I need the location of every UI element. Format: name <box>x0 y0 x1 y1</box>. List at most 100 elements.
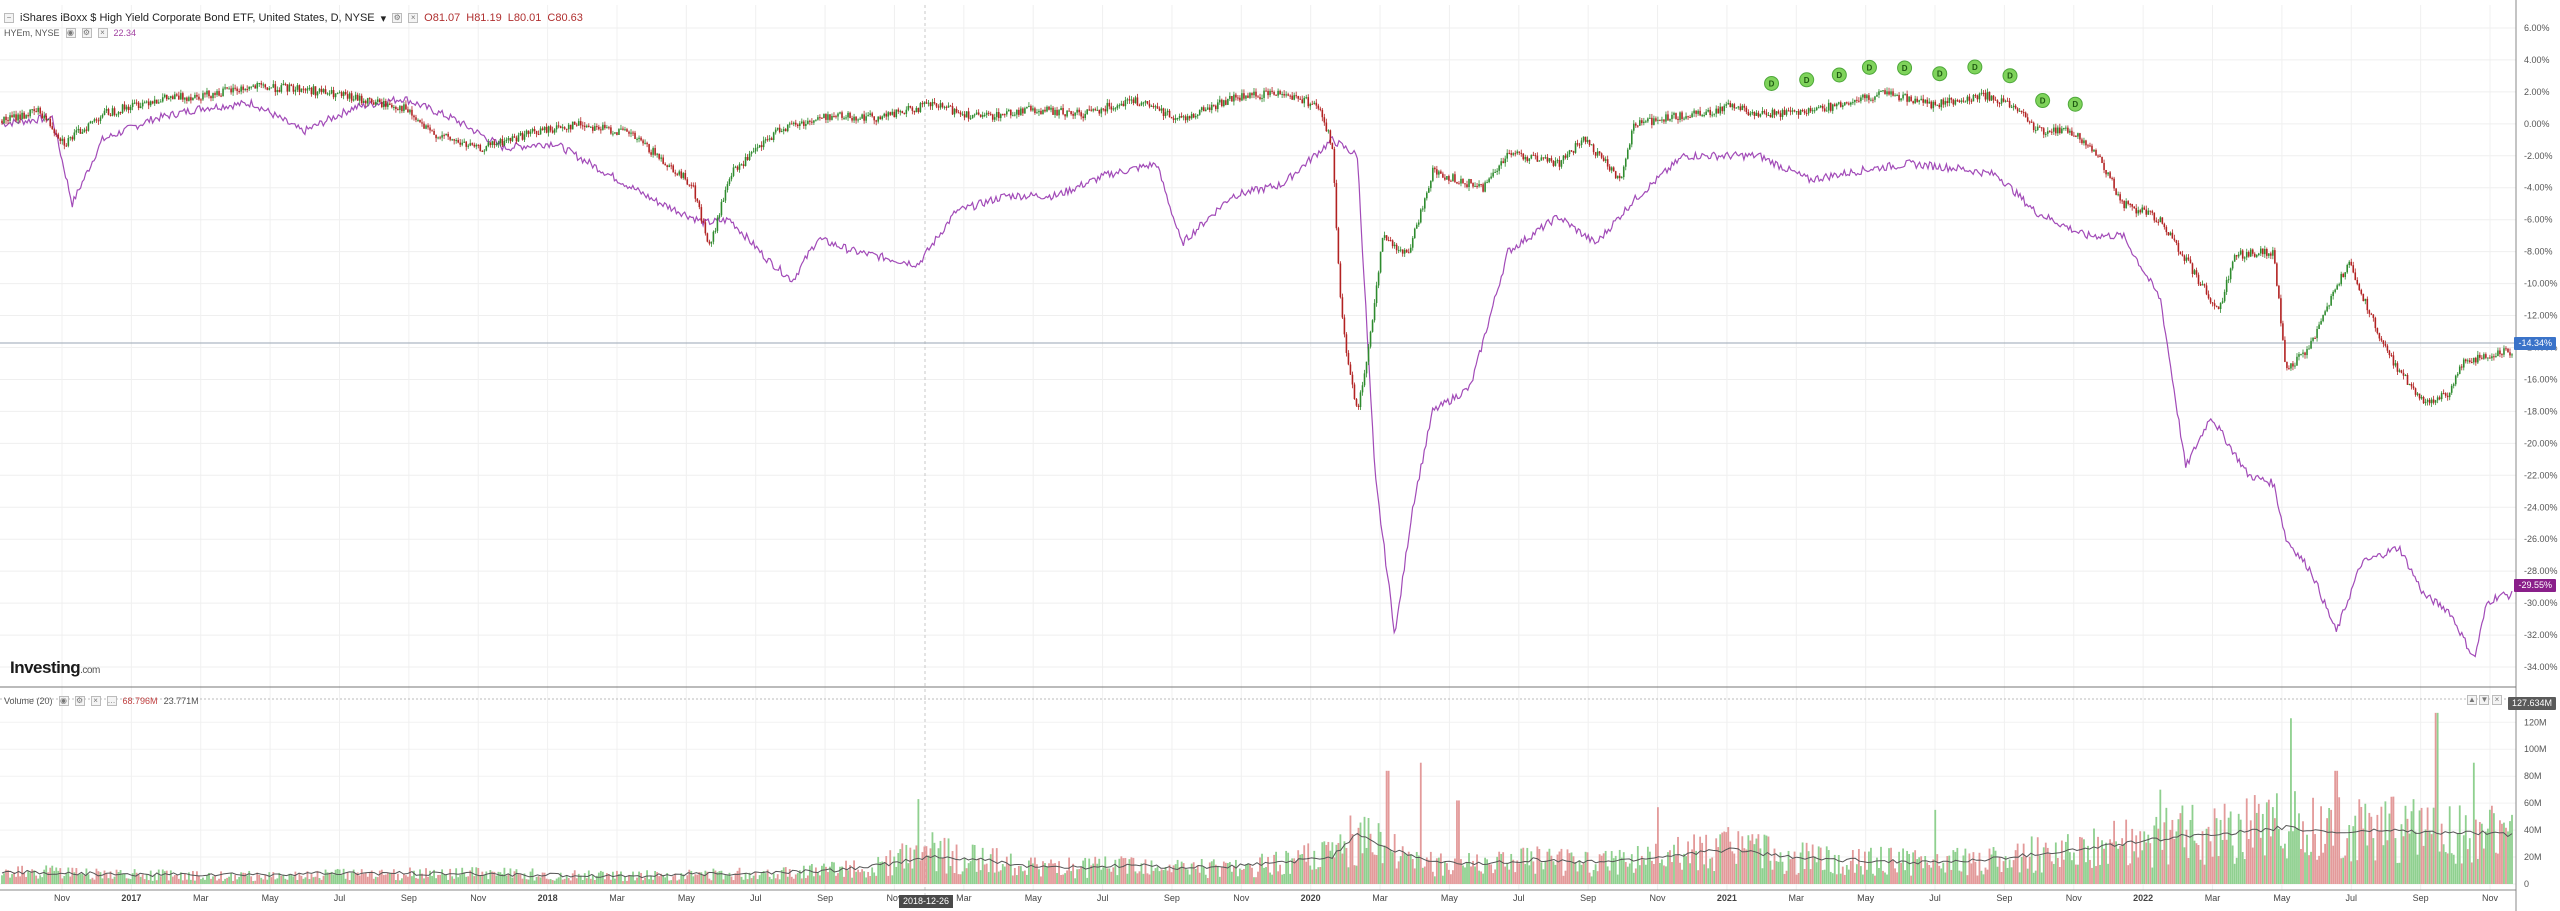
dividend-marker[interactable]: D <box>1799 72 1815 88</box>
candle-body <box>1170 116 1173 119</box>
volume-bar <box>833 862 835 884</box>
close-icon[interactable]: × <box>408 13 419 23</box>
dividend-marker[interactable]: D <box>2035 93 2051 109</box>
collapse-icon[interactable]: − <box>4 13 14 23</box>
volume-bar <box>1269 872 1271 884</box>
volume-bar <box>605 873 608 884</box>
settings-icon[interactable]: ⚙ <box>392 13 403 23</box>
volume-bar <box>1974 861 1977 884</box>
candle-body <box>915 107 918 113</box>
candle-body <box>1478 184 1480 187</box>
candle-body <box>632 132 634 134</box>
volume-bar <box>1454 858 1456 884</box>
dividend-marker[interactable]: D <box>1831 67 1847 83</box>
volume-bar <box>808 865 811 884</box>
volume-bar <box>1556 854 1559 884</box>
candle-body <box>2087 145 2089 147</box>
dividend-marker[interactable]: D <box>2002 68 2018 84</box>
candle-body <box>2061 128 2063 134</box>
close-icon[interactable]: × <box>97 28 108 38</box>
volume-bar <box>2207 826 2210 884</box>
volume-bar <box>2390 796 2393 884</box>
volume-bar <box>1317 867 1320 884</box>
volume-bar <box>1476 854 1478 884</box>
volume-bar <box>1727 827 1730 884</box>
close-icon[interactable]: × <box>90 696 101 706</box>
candle-body <box>1212 104 1215 106</box>
eye-icon[interactable]: ◉ <box>65 28 76 38</box>
volume-bar <box>545 878 548 884</box>
candle-body <box>129 107 132 111</box>
volume-bar <box>107 878 110 884</box>
volume-bar <box>103 870 106 884</box>
dividend-marker[interactable]: D <box>1967 59 1983 75</box>
candle-body <box>718 215 721 218</box>
candle-body <box>194 94 196 98</box>
candle-body <box>395 106 397 110</box>
more-icon[interactable]: … <box>106 696 117 706</box>
candle-body <box>2113 178 2115 189</box>
volume-bar <box>2368 812 2371 884</box>
candle-body <box>1150 105 1153 107</box>
candle-body <box>73 132 76 140</box>
volume-bar <box>2454 863 2457 884</box>
volume-bar <box>2175 831 2178 884</box>
candle-body <box>1643 121 1645 124</box>
candle-body <box>1162 108 1165 117</box>
volume-bar <box>390 872 393 884</box>
candle-body <box>25 115 27 119</box>
volume-bar <box>607 874 610 884</box>
dividend-marker[interactable]: D <box>1897 60 1913 76</box>
volume-bar <box>358 875 361 884</box>
maximize-pane-icon[interactable]: ▲ <box>2466 695 2477 705</box>
candle-body <box>2109 172 2111 178</box>
candle-body <box>1735 107 1738 109</box>
volume-bar <box>1709 858 1712 884</box>
candle-body <box>1096 109 1099 111</box>
volume-bar <box>2438 851 2441 884</box>
volume-bar <box>945 873 948 884</box>
volume-bar <box>730 876 733 884</box>
volume-bar <box>2263 855 2266 884</box>
candle-body <box>222 88 224 96</box>
volume-bar <box>1773 848 1776 884</box>
volume-bar <box>1228 862 1231 884</box>
candle-body <box>1395 244 1398 251</box>
candle-body <box>829 114 831 120</box>
volume-bar <box>352 869 355 884</box>
candle-body <box>2123 200 2125 209</box>
dividend-marker[interactable]: D <box>1861 59 1877 75</box>
volume-bar <box>1226 863 1229 884</box>
candle-body <box>1737 106 1740 108</box>
candle-body <box>1078 109 1080 113</box>
volume-bar <box>1506 862 1509 884</box>
candle-body <box>517 135 520 142</box>
dividend-marker[interactable]: D <box>1932 66 1948 82</box>
minimize-pane-icon[interactable]: ▼ <box>2479 695 2490 705</box>
volume-bar <box>1028 860 1030 884</box>
volume-bar <box>2093 828 2095 884</box>
volume-bar <box>2117 848 2120 884</box>
volume-bar <box>1357 827 1360 884</box>
candle-body <box>2034 129 2037 131</box>
volume-bar <box>2231 845 2234 884</box>
candle-body <box>989 113 992 115</box>
candle-body <box>1158 108 1161 111</box>
chevron-down-icon[interactable]: ▾ <box>380 12 387 25</box>
settings-icon[interactable]: ⚙ <box>74 696 85 706</box>
volume-bar <box>2420 807 2423 884</box>
volume-bar <box>1023 870 1026 884</box>
candle-body <box>1223 100 1225 107</box>
close-pane-icon[interactable]: × <box>2492 695 2502 705</box>
volume-bar <box>603 879 606 884</box>
candle-body <box>2340 273 2342 285</box>
eye-icon[interactable]: ◉ <box>58 696 69 706</box>
settings-icon[interactable]: ⚙ <box>81 28 92 38</box>
dividend-marker[interactable]: D <box>1764 75 1780 91</box>
dividend-marker[interactable]: D <box>2067 96 2083 112</box>
candle-body <box>232 87 234 93</box>
candle-body <box>1164 112 1167 117</box>
